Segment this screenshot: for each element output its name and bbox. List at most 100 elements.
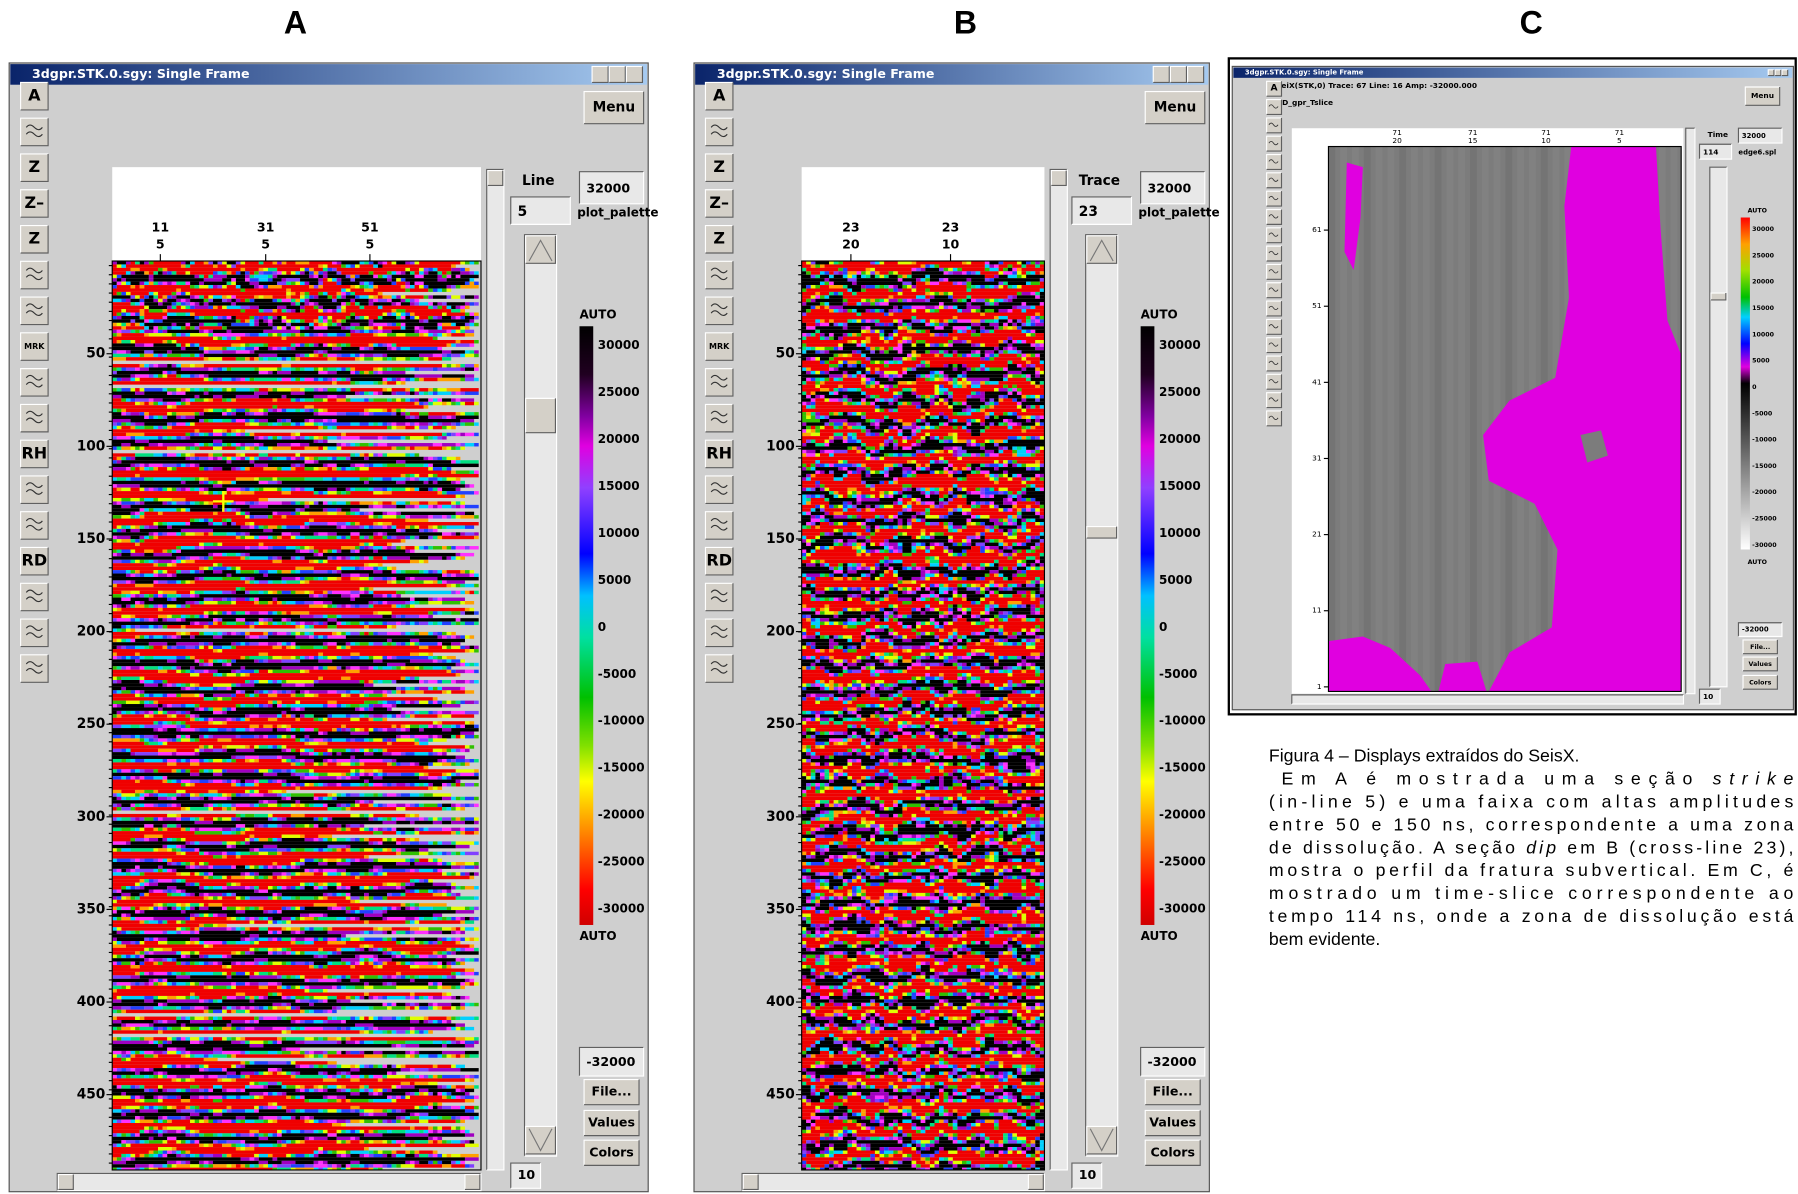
seismic-cell [181, 793, 186, 796]
seismic-cell [410, 288, 428, 291]
seismic-cell [341, 433, 346, 436]
seismic-cell [433, 436, 438, 439]
seismic-cell [383, 556, 388, 559]
seismic-cell [378, 828, 383, 831]
seismic-cell [295, 625, 300, 628]
seismic-cell [222, 807, 227, 810]
seismic-cell [273, 580, 282, 583]
seismic-cell [305, 409, 310, 412]
seismic-cell [268, 591, 273, 594]
seismic-cell [259, 598, 273, 601]
seismic-cell [149, 635, 154, 638]
seismic-cell [163, 666, 172, 669]
seismic-cell [456, 735, 461, 738]
seismic-cell [158, 295, 163, 298]
seismic-cell [328, 271, 337, 274]
seismic-cell [355, 330, 360, 333]
seismic-cell [199, 481, 204, 484]
seismic-cell [373, 546, 382, 549]
seismic-cell [199, 316, 204, 319]
seismic-cell [163, 309, 168, 312]
seismic-cell [328, 532, 337, 535]
seismic-cell [456, 769, 474, 772]
seismic-cell [144, 433, 185, 436]
seismic-cell [176, 371, 258, 374]
seismic-cell [428, 738, 433, 741]
seismic-cell [144, 416, 149, 419]
seismic-cell [437, 721, 442, 724]
seismic-cell [442, 536, 474, 539]
seismic-cell [176, 604, 181, 607]
seismic-cell [282, 749, 287, 752]
seismic-cell [236, 429, 241, 432]
seismic-cell [378, 632, 387, 635]
seismic-cell [186, 759, 191, 762]
seismic-cell [392, 412, 397, 415]
seismic-cell [158, 512, 163, 515]
seismic-cell [323, 343, 328, 346]
seismic-cell [442, 570, 447, 573]
seismic-cell [144, 422, 167, 425]
seismic-cell [186, 783, 191, 786]
seismic-cell [355, 357, 360, 360]
panel-label: A [284, 5, 307, 41]
seismic-cell [383, 357, 388, 360]
seismic-cell [245, 690, 254, 693]
seismic-cell [387, 343, 392, 346]
seismic-cell [236, 378, 241, 381]
seismic-cell [140, 529, 181, 532]
seismic-cell [176, 323, 185, 326]
seismic-cell [245, 831, 373, 834]
seismic-cell [433, 536, 438, 539]
seismic-cell [323, 278, 328, 281]
seismic-cell [273, 319, 282, 322]
seismic-cell [360, 666, 369, 669]
seismic-cell [144, 738, 149, 741]
seismic-cell [350, 501, 359, 504]
seismic-cell [369, 780, 456, 783]
seismic-cell [117, 264, 122, 267]
seismic-cell [456, 701, 461, 704]
seismic-cell [282, 656, 291, 659]
seismic-cell [456, 817, 461, 820]
seismic-cell [121, 326, 126, 329]
seismic-cell [383, 295, 392, 298]
seismic-cell [126, 639, 131, 642]
seismic-cell [447, 333, 452, 336]
seismic-cell [369, 319, 374, 322]
seismic-cell [323, 677, 341, 680]
seismic-cell [144, 412, 149, 415]
seismic-cell [199, 429, 213, 432]
seismic-cell [323, 378, 328, 381]
seismic-cell [314, 422, 319, 425]
seismic-cell [318, 694, 341, 697]
seismic-cell [318, 467, 327, 470]
seismic-cell [117, 388, 122, 391]
seismic-cell [144, 553, 153, 556]
seismic-cell [126, 323, 131, 326]
seismic-cell [140, 711, 145, 714]
seismic-cell [231, 299, 236, 302]
seismic-cell [273, 656, 282, 659]
seismic-cell [190, 264, 213, 267]
seismic-cell [186, 264, 191, 267]
seismic-cell [442, 721, 465, 724]
seismic-cell [447, 354, 452, 357]
seismic-cell [465, 635, 470, 638]
seismic-cell [268, 515, 273, 518]
seismic-cell [350, 278, 355, 281]
seismic-cell [300, 309, 305, 312]
seismic-cell [240, 309, 245, 312]
seismic-cell [181, 333, 186, 336]
seismic-cell [405, 817, 419, 820]
seismic-cell [318, 367, 323, 370]
seismic-cell [305, 268, 310, 271]
seismic-cell [245, 333, 250, 336]
seismic-cell [383, 594, 388, 597]
seismic-cell [291, 467, 296, 470]
seismic-cell [410, 642, 415, 645]
seismic-cell [181, 824, 236, 827]
seismic-cell [181, 711, 186, 714]
seismic-cell [465, 725, 474, 728]
seismic-cell [383, 776, 420, 779]
